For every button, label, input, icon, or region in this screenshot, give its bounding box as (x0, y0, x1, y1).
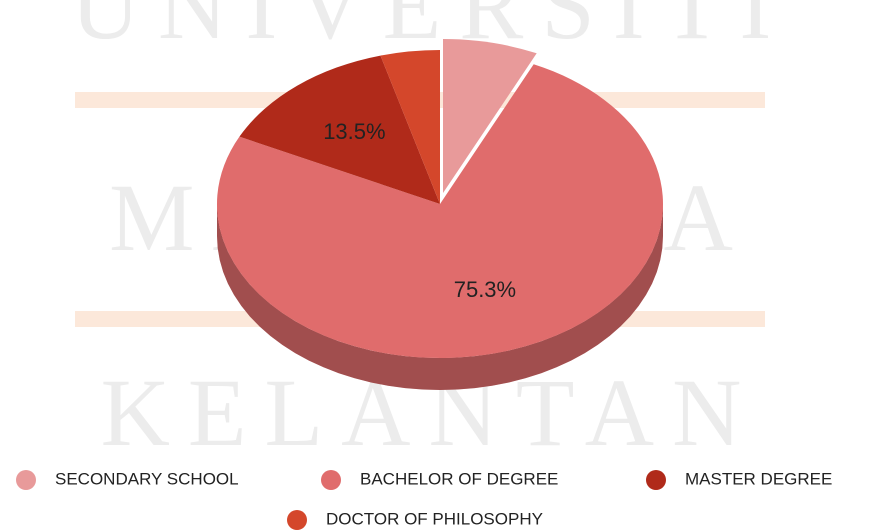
data-label: 75.3% (454, 277, 516, 302)
slice-side (217, 204, 663, 390)
legend-swatch (646, 470, 666, 490)
legend-label: DOCTOR OF PHILOSOPHY (326, 509, 543, 528)
watermark-text: UNIVERSITI (71, 0, 790, 59)
slice (443, 39, 537, 194)
legend-label: SECONDARY SCHOOL (55, 469, 239, 488)
legend-swatch (321, 470, 341, 490)
slice (217, 64, 663, 359)
legend-label: BACHELOR OF DEGREE (360, 469, 558, 488)
legend-label: MASTER DEGREE (685, 469, 832, 488)
data-label: 13.5% (323, 119, 385, 144)
slice-side-shade (217, 204, 663, 390)
legend-swatch (287, 510, 307, 530)
legend-swatch (16, 470, 36, 490)
slice (380, 50, 440, 204)
slice (239, 55, 440, 205)
